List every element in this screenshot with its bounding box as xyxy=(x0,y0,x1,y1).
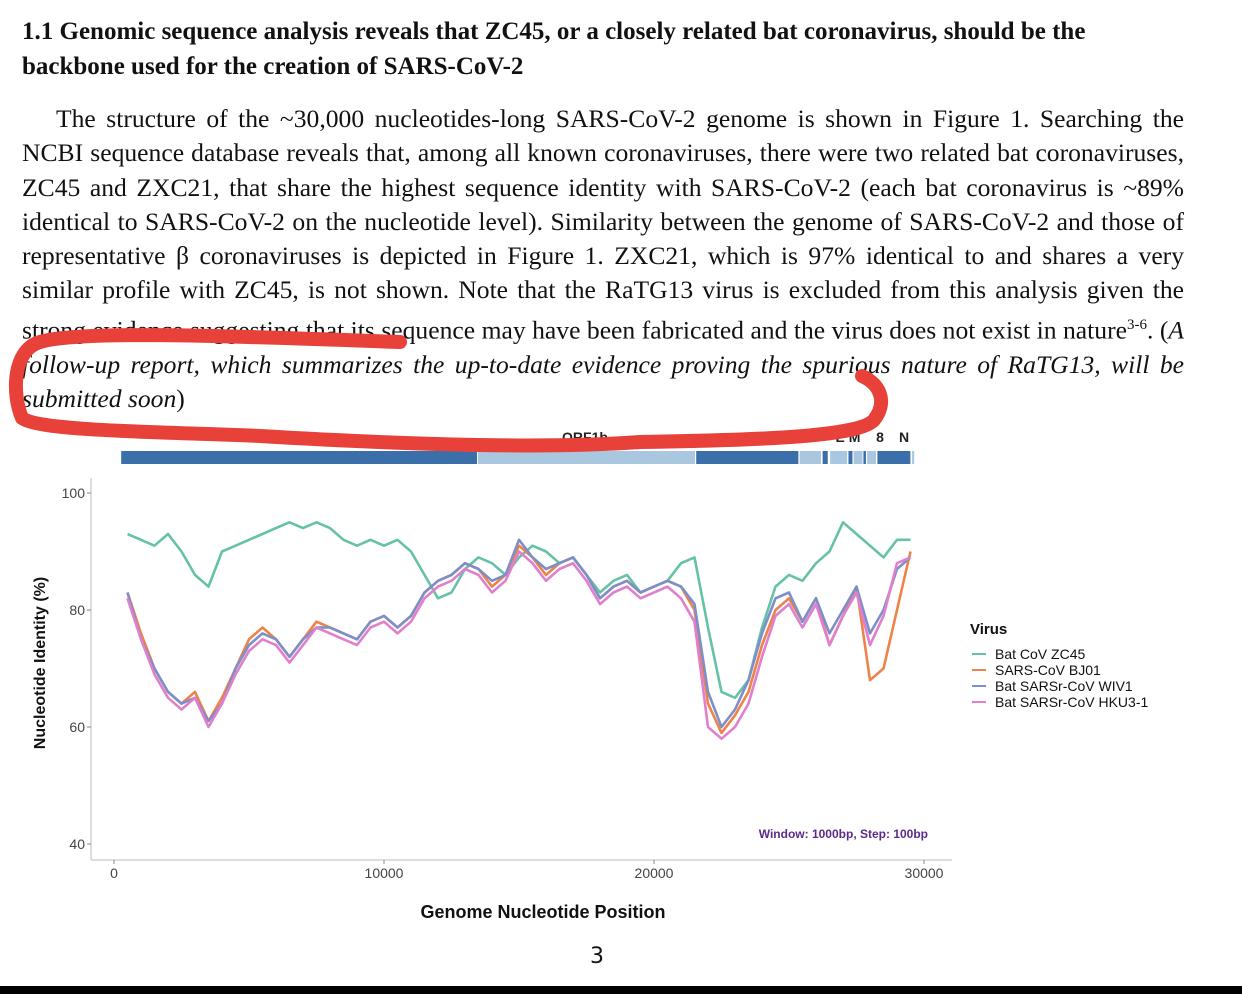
x-axis-label: Genome Nucleotide Position xyxy=(420,902,665,922)
series-line-2 xyxy=(126,538,912,729)
aside-italic: A follow-up report, which summarizes the… xyxy=(22,315,1184,413)
series-line-1 xyxy=(126,544,912,735)
bottom-bar xyxy=(0,986,1242,994)
x-tick-label: 20000 xyxy=(635,865,674,881)
gene-segment-10 xyxy=(877,451,911,464)
gene-segment-0 xyxy=(121,451,478,464)
page-number: 3 xyxy=(590,944,604,969)
x-tick-label: 10000 xyxy=(365,865,404,881)
legend-swatch xyxy=(972,669,986,671)
gene-segment-4 xyxy=(822,451,828,464)
gene-segment-1 xyxy=(478,451,695,464)
gene-segment-7 xyxy=(853,451,863,464)
red-hand-drawn-ellipse xyxy=(8,328,889,453)
legend-label: SARS-CoV BJ01 xyxy=(995,662,1101,678)
series-line-0 xyxy=(126,521,911,700)
legend-label: Bat CoV ZC45 xyxy=(995,646,1086,662)
legend-swatch xyxy=(972,653,986,655)
series-line-3 xyxy=(126,550,912,740)
series-lines xyxy=(126,521,912,740)
gene-segment-8 xyxy=(863,451,866,464)
axis-ticks: 40 60 80 100 0 10000 20000 30000 xyxy=(62,485,944,881)
window-step-annotation: Window: 1000bp, Step: 100bp xyxy=(759,827,928,841)
y-axis-label: Nucleotide Identity (%) xyxy=(32,577,49,749)
gene-segment-2 xyxy=(696,451,799,464)
section-heading: 1.1 Genomic sequence analysis reveals th… xyxy=(22,18,1086,80)
legend-label: Bat SARSr-CoV WIV1 xyxy=(995,678,1133,694)
y-tick-label: 40 xyxy=(69,836,85,852)
legend-item-2: Bat SARSr-CoV WIV1 xyxy=(972,678,1133,694)
y-tick-label: 60 xyxy=(69,719,85,735)
y-tick-label: 100 xyxy=(62,485,86,501)
gene-segment-3 xyxy=(799,451,821,464)
legend-label: Bat SARSr-CoV HKU3-1 xyxy=(995,694,1149,710)
legend-swatch xyxy=(972,685,986,687)
gene-segment-9 xyxy=(867,451,876,464)
citation-superscript: 3-6 xyxy=(1126,316,1147,333)
aside-open: . ( xyxy=(1146,315,1169,345)
legend-swatch xyxy=(972,701,986,703)
chart-axes xyxy=(90,478,952,861)
aside-close: ) xyxy=(176,383,185,413)
gene-label-4: 8 xyxy=(876,429,884,445)
legend-title: Virus xyxy=(970,621,1008,638)
x-tick-label: 30000 xyxy=(905,865,944,881)
gene-segment-6 xyxy=(848,451,853,464)
legend-item-0: Bat CoV ZC45 xyxy=(972,646,1085,662)
gene-segment-5 xyxy=(830,451,848,464)
gene-segment-11 xyxy=(912,451,915,464)
x-tick-label: 0 xyxy=(110,865,118,881)
gene-label-5: N xyxy=(899,429,909,445)
genome-structure-bar xyxy=(121,451,915,464)
legend-item-3: Bat SARSr-CoV HKU3-1 xyxy=(972,694,1148,710)
y-tick-label: 80 xyxy=(69,602,85,618)
legend-item-1: SARS-CoV BJ01 xyxy=(972,662,1101,678)
